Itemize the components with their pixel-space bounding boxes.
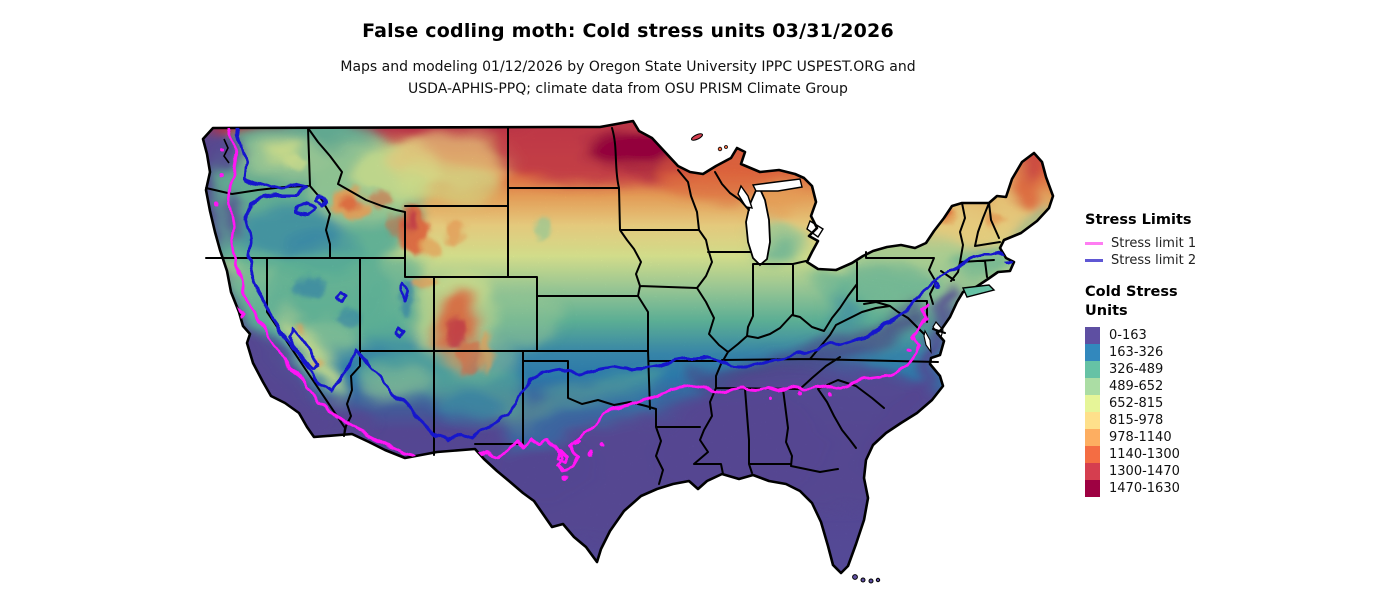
islands (690, 133, 881, 584)
florida-keys (852, 574, 881, 584)
great-lakes (737, 178, 944, 354)
legend-class-row: 978-1140 (1085, 429, 1255, 446)
class-swatch (1085, 446, 1100, 463)
class-swatch (1085, 412, 1100, 429)
class-swatch (1085, 429, 1100, 446)
stress-limits-legend-title: Stress Limits (1085, 212, 1192, 228)
legend-item-stress-limit-1: Stress limit 1 (1085, 235, 1255, 252)
class-label: 0-163 (1109, 328, 1147, 343)
legend-class-row: 1470-1630 (1085, 480, 1255, 497)
chesapeake-bay (923, 329, 932, 354)
legend-class-row: 326-489 (1085, 361, 1255, 378)
class-label: 489-652 (1109, 379, 1164, 394)
class-label: 163-326 (1109, 345, 1164, 360)
class-swatch (1085, 378, 1100, 395)
map-title: False codling moth: Cold stress units 03… (362, 20, 894, 42)
stress-limit-2-contour (235, 126, 1018, 442)
puget-sound-inlet (223, 138, 230, 164)
straits-of-mackinac (751, 178, 803, 192)
class-swatch (1085, 480, 1100, 497)
legend-class-row: 489-652 (1085, 378, 1255, 395)
stress-limit-2-label: Stress limit 2 (1111, 253, 1197, 268)
class-label: 1470-1630 (1109, 481, 1180, 496)
legend-class-row: 652-815 (1085, 395, 1255, 412)
apostle-islands (717, 146, 723, 152)
legend-class-row: 163-326 (1085, 344, 1255, 361)
class-swatch (1085, 361, 1100, 378)
stress-limit-1-line-swatch (1085, 242, 1103, 245)
units-title-line-1: Cold Stress (1085, 284, 1178, 300)
color-ramp: 0-163 163-326 326-489 489-652 652-815 81… (1085, 327, 1255, 497)
title-block: False codling moth: Cold stress units 03… (0, 0, 1256, 100)
legend-class-row: 1140-1300 (1085, 446, 1255, 463)
class-label: 815-978 (1109, 413, 1164, 428)
legend-class-row: 815-978 (1085, 412, 1255, 429)
isle-royale (690, 133, 704, 141)
state-borders (205, 127, 1001, 485)
units-title-line-2: Units (1085, 303, 1128, 319)
legend: Stress Limits Stress limit 1 Stress limi… (1085, 212, 1255, 497)
class-label: 326-489 (1109, 362, 1164, 377)
apostle-islands (724, 145, 728, 149)
legend-class-row: 0-163 (1085, 327, 1255, 344)
cold-stress-units-legend-title: Cold Stress Units (1085, 283, 1255, 321)
subtitle-line-2: USDA-APHIS-PPQ; climate data from OSU PR… (408, 81, 848, 97)
subtitle-line-1: Maps and modeling 01/12/2026 by Oregon S… (340, 59, 916, 75)
raster-grain-texture (203, 121, 1053, 573)
class-label: 978-1140 (1109, 430, 1172, 445)
green-bay (737, 184, 754, 209)
class-label: 652-815 (1109, 396, 1164, 411)
class-label: 1300-1470 (1109, 464, 1180, 479)
class-swatch (1085, 395, 1100, 412)
class-swatch (1085, 463, 1100, 480)
stress-limit-2-line-swatch (1085, 259, 1103, 262)
legend-class-row: 1300-1470 (1085, 463, 1255, 480)
map-subtitle: Maps and modeling 01/12/2026 by Oregon S… (0, 56, 1256, 100)
long-island (961, 284, 996, 298)
class-swatch (1085, 327, 1100, 344)
legend-item-stress-limit-2: Stress limit 2 (1085, 252, 1255, 269)
class-label: 1140-1300 (1109, 447, 1180, 462)
stress-limit-1-label: Stress limit 1 (1111, 236, 1197, 251)
class-swatch (1085, 344, 1100, 361)
us-outline (201, 119, 1055, 575)
